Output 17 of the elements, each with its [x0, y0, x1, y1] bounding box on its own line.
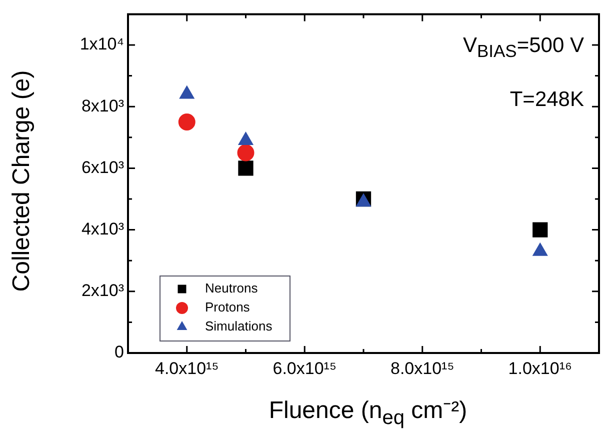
x-tick-label: 6.0x10¹⁵ — [272, 358, 336, 378]
x-tick-label: 8.0x10¹⁵ — [390, 358, 454, 378]
y-tick-label: 8x10³ — [81, 96, 124, 116]
annotation: V$_{BIAS}$=500 V — [462, 34, 584, 62]
legend-label: Protons — [205, 300, 250, 315]
legend-label: Neutrons — [205, 280, 258, 296]
y-tick-label: 4x10³ — [81, 219, 124, 238]
x-tick-label: 1.0x10¹⁶ — [508, 358, 572, 378]
x-tick-label: 4.0x10¹⁵ — [155, 358, 219, 378]
annotation: T=248K — [510, 88, 584, 112]
x-axis-title: Fluence (n$_{eq}$ cm⁻²) — [268, 396, 468, 430]
legend-label: Simulations — [205, 318, 273, 334]
y-tick-label: 6x10³ — [81, 158, 124, 177]
y-tick-label: 1x10⁴ — [80, 34, 124, 54]
y-axis-title: Collected Charge (e) — [8, 70, 36, 292]
y-tick-label: 0 — [114, 342, 124, 362]
y-tick-label: 2x10³ — [81, 281, 124, 300]
